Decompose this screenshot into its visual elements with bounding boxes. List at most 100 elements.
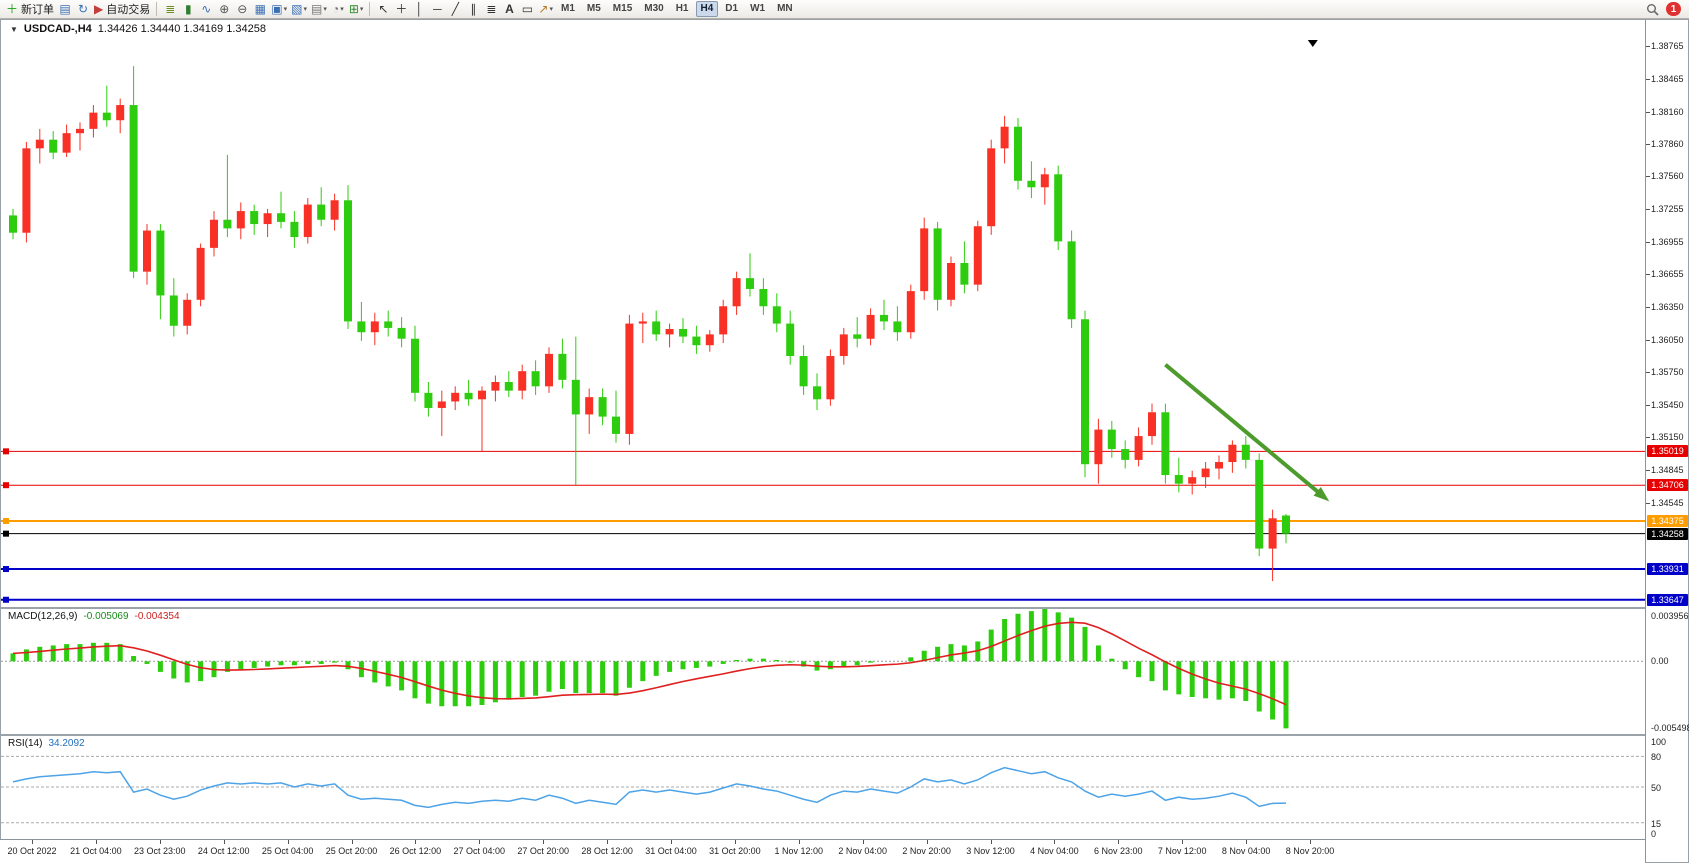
candle[interactable] (223, 219, 232, 229)
candle[interactable] (464, 392, 473, 400)
crosshair-button[interactable]: ＋ (392, 1, 410, 18)
candle[interactable] (1067, 241, 1076, 320)
candle[interactable] (317, 204, 326, 220)
candle[interactable] (1268, 518, 1277, 549)
candle[interactable] (424, 392, 433, 408)
timeframe-m5-button[interactable]: M5 (586, 3, 601, 14)
candle[interactable] (853, 334, 862, 339)
candle[interactable] (397, 327, 406, 339)
trendline-button[interactable]: ╱ (446, 1, 464, 18)
candle[interactable] (303, 204, 312, 238)
candle[interactable] (947, 263, 955, 300)
candle[interactable] (1161, 412, 1170, 476)
text-label-button[interactable]: ▭ (518, 1, 536, 18)
candle[interactable] (746, 278, 754, 289)
cursor-button[interactable]: ↖ (374, 1, 392, 18)
candle[interactable] (1000, 126, 1009, 149)
timeframe-m15-button[interactable]: M15 (612, 3, 633, 14)
candle[interactable] (839, 334, 848, 357)
candle[interactable] (1282, 515, 1290, 534)
line-anchor-handle[interactable] (3, 596, 9, 603)
candle[interactable] (411, 338, 419, 393)
candle[interactable] (571, 379, 580, 415)
tile-windows-button[interactable]: ▦ (251, 1, 269, 18)
rsi-panel-canvas[interactable] (1, 736, 1646, 838)
candle[interactable] (598, 397, 607, 417)
candle[interactable] (1215, 462, 1223, 469)
trend-arrow[interactable] (1164, 363, 1322, 496)
line-anchor-handle[interactable] (3, 448, 9, 455)
candle[interactable] (116, 105, 125, 121)
candle[interactable] (518, 371, 527, 391)
line-anchor-handle[interactable] (3, 530, 9, 537)
vertical-line-button[interactable]: │ (410, 1, 428, 18)
candle[interactable] (196, 247, 205, 300)
candle[interactable] (799, 356, 808, 387)
candle[interactable] (344, 200, 352, 322)
candle[interactable] (679, 328, 687, 337)
candle[interactable] (49, 139, 58, 153)
candle[interactable] (9, 215, 17, 233)
candle[interactable] (960, 263, 969, 285)
candle[interactable] (813, 386, 821, 400)
line-anchor-handle[interactable] (3, 482, 9, 489)
candle[interactable] (705, 334, 714, 346)
candle[interactable] (62, 133, 71, 153)
candle[interactable] (491, 381, 500, 391)
candle[interactable] (22, 148, 31, 233)
candle[interactable] (1148, 412, 1156, 437)
collapse-icon[interactable]: ▼ (10, 24, 18, 34)
candle[interactable] (143, 230, 151, 272)
timeframe-m1-button[interactable]: M1 (560, 3, 575, 14)
profiles-button[interactable]: ▤ ▾ (309, 1, 329, 18)
candle[interactable] (129, 105, 138, 272)
zoom-out-button[interactable]: ⊖ (233, 1, 251, 18)
price-axis[interactable]: 1.38765 1.38465 1.38160 1.37860 1.37560 1.372… (1645, 20, 1689, 862)
candle[interactable] (987, 148, 996, 227)
timeframe-h1-button[interactable]: H1 (675, 3, 689, 14)
text-button[interactable]: A (500, 1, 518, 18)
candle[interactable] (585, 397, 594, 415)
main-chart-canvas[interactable] (1, 38, 1646, 607)
timeframe-m30-button[interactable]: M30 (644, 3, 664, 14)
candle[interactable] (478, 390, 486, 400)
chart-shift-marker[interactable] (1307, 40, 1318, 47)
candle[interactable] (638, 321, 647, 324)
line-chart-button[interactable]: ∿ (197, 1, 215, 18)
candle[interactable] (893, 321, 902, 333)
line-anchor-handle[interactable] (3, 518, 9, 525)
candlestick-chart-button[interactable]: ▮ (179, 1, 197, 18)
bar-chart-button[interactable]: ≣ (161, 1, 179, 18)
candle[interactable] (1094, 429, 1103, 465)
candle[interactable] (263, 213, 272, 225)
candle[interactable] (156, 230, 165, 296)
candle[interactable] (384, 321, 393, 328)
candle[interactable] (277, 213, 285, 222)
candle[interactable] (1201, 468, 1210, 478)
macd-panel-canvas[interactable] (1, 609, 1646, 734)
candle[interactable] (1027, 180, 1036, 188)
candle[interactable] (652, 321, 661, 335)
new-order-button[interactable]: ＋新订单 (4, 1, 56, 18)
timeframe-d1-button[interactable]: D1 (725, 3, 739, 14)
candle[interactable] (451, 392, 460, 402)
line-anchor-handle[interactable] (3, 566, 9, 573)
arrange-windows-button[interactable]: ▣ ▾ (269, 1, 289, 18)
zoom-in-button[interactable]: ⊕ (215, 1, 233, 18)
candle[interactable] (504, 381, 513, 391)
candle[interactable] (169, 295, 178, 326)
candle[interactable] (1255, 459, 1264, 549)
candle[interactable] (531, 371, 540, 387)
candle[interactable] (290, 221, 299, 238)
candle[interactable] (1188, 477, 1197, 484)
candle[interactable] (1241, 444, 1250, 460)
fibonacci-button[interactable]: ≣ (482, 1, 500, 18)
refresh-button[interactable]: ↻ (74, 1, 92, 18)
candle[interactable] (973, 226, 982, 285)
candle[interactable] (719, 306, 728, 335)
candle[interactable] (76, 128, 84, 134)
candle[interactable] (1040, 174, 1049, 188)
channel-button[interactable]: ∥ (464, 1, 482, 18)
panel-separator[interactable] (0, 734, 1689, 736)
candle[interactable] (920, 228, 929, 292)
